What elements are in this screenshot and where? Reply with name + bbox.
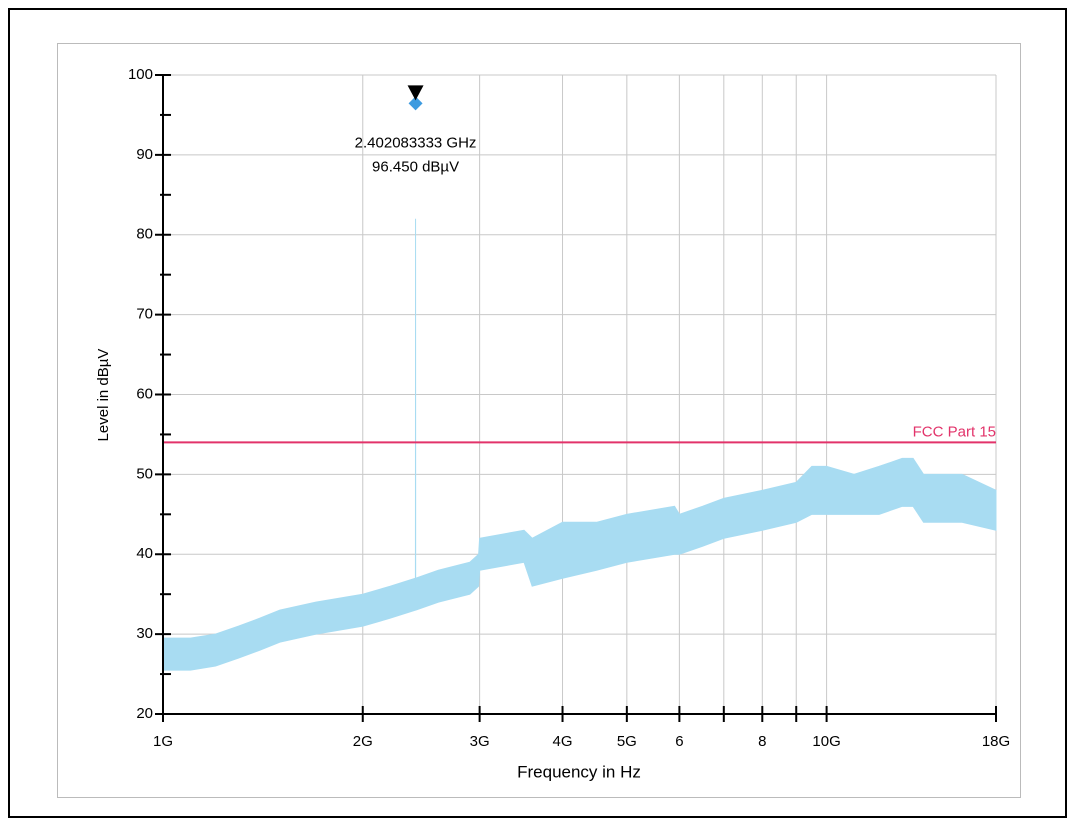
outer-frame [8, 8, 1067, 818]
noise-band [162, 218, 997, 671]
y-axis-label: Level in dBµV [95, 349, 112, 442]
y-tick-label: 90 [136, 146, 153, 163]
marker-diamond [408, 96, 423, 111]
x-tick-label: 10G [812, 733, 840, 750]
marker-triangle [407, 85, 424, 101]
x-tick-label: 2G [353, 733, 373, 750]
y-tick-label: 40 [136, 545, 153, 562]
y-tick-label: 100 [128, 66, 153, 83]
y-tick-label: 20 [136, 705, 153, 722]
marker-label: 96.450 dBµV [372, 158, 459, 175]
x-tick-label: 8 [758, 733, 766, 750]
y-tick-label: 80 [136, 226, 153, 243]
panel-frame [57, 43, 1021, 798]
y-tick-label: 30 [136, 625, 153, 642]
x-tick-label: 3G [470, 733, 490, 750]
x-tick-label: 4G [553, 733, 573, 750]
y-tick-label: 50 [136, 465, 153, 482]
y-tick-label: 70 [136, 306, 153, 323]
x-tick-label: 5G [617, 733, 637, 750]
x-tick-label: 1G [153, 733, 173, 750]
marker-label: 2.402083333 GHz [355, 134, 477, 151]
x-axis-label: Frequency in Hz [517, 762, 641, 781]
x-tick-label: 6 [675, 733, 683, 750]
y-tick-label: 60 [136, 385, 153, 402]
x-tick-label: 18G [982, 733, 1010, 750]
limit-label: FCC Part 15 [913, 423, 996, 440]
